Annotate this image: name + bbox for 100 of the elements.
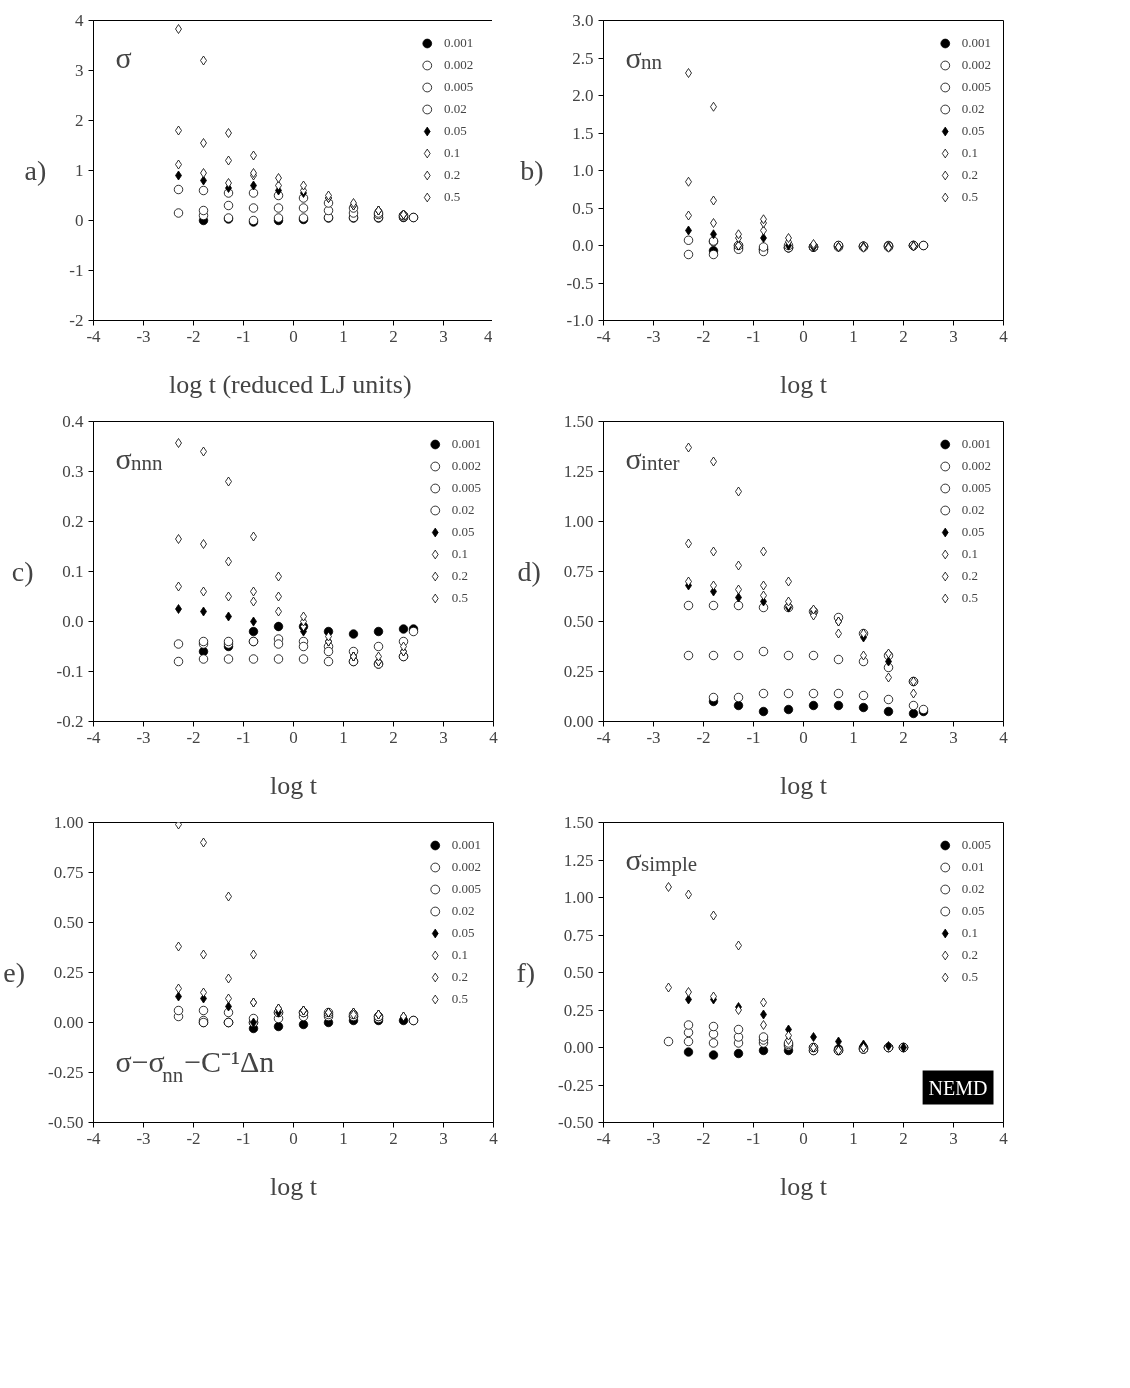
x-tick-label: 4 — [484, 326, 493, 346]
x-axis-title: log t — [780, 770, 828, 800]
legend-label: 0.005 — [961, 78, 991, 96]
x-tick-label: -1 — [236, 1128, 251, 1148]
x-tick-label: 4 — [999, 1128, 1009, 1148]
y-tick-label: -1.0 — [566, 311, 594, 330]
x-tick-label: -3 — [136, 727, 151, 747]
legend-label: 0.2 — [444, 166, 462, 184]
x-tick-label: 2 — [899, 326, 908, 346]
legend-label: 0.005 — [444, 78, 474, 96]
legend-label: 0.1 — [961, 545, 979, 563]
x-tick-label: -2 — [186, 727, 201, 747]
x-tick-label: 0 — [799, 1128, 808, 1148]
y-tick-label: 0 — [75, 211, 84, 230]
y-tick-label: 4 — [75, 11, 84, 30]
x-tick-label: 4 — [999, 326, 1009, 346]
text: b) — [520, 155, 544, 186]
x-tick-label: -2 — [696, 326, 711, 346]
y-tick-label: 1.50 — [563, 412, 594, 431]
y-tick-label: -0.50 — [558, 1113, 594, 1132]
y-tick-label: 0.75 — [563, 925, 594, 945]
legend-label: 0.005 — [451, 880, 481, 898]
legend-label: 0.5 — [961, 968, 979, 986]
x-tick-label: 1 — [849, 727, 858, 747]
text: σnn — [625, 40, 663, 74]
text: a) — [24, 155, 47, 186]
legend-label: 0.005 — [451, 479, 481, 497]
legend-label: 0.05 — [451, 523, 475, 541]
y-tick-label: 0.50 — [53, 913, 84, 932]
x-tick-label: -1 — [236, 727, 251, 747]
x-tick-label: 2 — [389, 326, 398, 346]
y-tick-label: 0.50 — [563, 963, 594, 982]
x-tick-label: -2 — [696, 727, 711, 747]
x-tick-label: 4 — [999, 727, 1009, 747]
legend-label: 0.5 — [961, 188, 979, 206]
x-tick-label: 1 — [849, 1128, 858, 1148]
y-tick-label: 0.00 — [563, 712, 594, 731]
x-tick-label: 2 — [899, 727, 908, 747]
x-tick-label: 2 — [899, 1128, 908, 1148]
legend-label: 0.005 — [961, 479, 991, 497]
y-tick-label: 0.0 — [572, 236, 594, 255]
y-tick-label: -2 — [69, 311, 84, 330]
legend-label: 0.01 — [961, 858, 985, 876]
y-tick-label: 0.25 — [563, 1000, 594, 1020]
x-tick-label: -3 — [136, 326, 151, 346]
legend-label: 0.001 — [961, 34, 991, 52]
legend-label: 0.002 — [961, 457, 991, 475]
legend-label: 0.02 — [961, 501, 985, 519]
y-tick-label: 0.1 — [62, 562, 84, 581]
y-tick-label: 1.00 — [563, 888, 594, 907]
legend-label: 0.2 — [961, 567, 979, 585]
legend-label: 0.1 — [451, 946, 469, 964]
legend-label: 0.2 — [961, 166, 979, 184]
legend-label: 0.002 — [451, 457, 481, 475]
x-tick-label: 1 — [849, 326, 858, 346]
x-axis-title: log t (reduced LJ units) — [168, 369, 412, 399]
x-tick-label: -1 — [746, 326, 761, 346]
x-tick-label: 3 — [949, 727, 958, 747]
y-tick-label: -0.50 — [48, 1113, 84, 1132]
x-tick-label: 0 — [799, 727, 808, 747]
x-tick-label: 3 — [439, 1128, 448, 1148]
y-tick-label: 2.5 — [572, 48, 594, 68]
x-tick-label: 4 — [489, 727, 499, 747]
x-tick-label: 0 — [799, 326, 808, 346]
legend-label: 0.02 — [451, 501, 475, 519]
y-tick-label: 0.00 — [563, 1038, 594, 1057]
x-tick-label: -1 — [746, 1128, 761, 1148]
x-axis-title: log t — [270, 1171, 318, 1201]
legend-label: 0.1 — [451, 545, 469, 563]
x-axis-title: log t — [780, 369, 828, 399]
y-tick-label: 0.4 — [62, 412, 84, 431]
y-tick-label: 0.75 — [563, 562, 594, 581]
y-tick-label: 1.00 — [563, 512, 594, 531]
x-tick-label: -2 — [186, 326, 201, 346]
x-tick-label: -4 — [596, 727, 612, 747]
legend-label: 0.05 — [961, 902, 985, 920]
legend-label: 0.5 — [961, 589, 979, 607]
x-tick-label: 2 — [389, 1128, 398, 1148]
legend-label: 0.002 — [444, 56, 474, 74]
legend-label: 0.001 — [961, 435, 991, 453]
y-tick-label: 0.25 — [563, 662, 594, 681]
legend-label: 0.05 — [451, 924, 475, 942]
x-tick-label: -3 — [646, 326, 661, 346]
y-tick-label: -0.25 — [48, 1063, 84, 1082]
x-tick-label: -4 — [596, 1128, 612, 1148]
x-tick-label: 1 — [339, 1128, 348, 1148]
legend-label: 0.005 — [961, 836, 991, 854]
y-tick-label: -1 — [69, 261, 84, 280]
y-tick-label: 3 — [75, 61, 84, 80]
x-tick-label: -1 — [236, 326, 251, 346]
y-tick-label: -0.2 — [56, 712, 84, 731]
legend-label: 0.002 — [451, 858, 481, 876]
legend-label: 0.02 — [451, 902, 475, 920]
text: σ — [115, 40, 132, 74]
legend-label: 0.5 — [444, 188, 462, 206]
x-tick-label: 4 — [489, 1128, 499, 1148]
x-tick-label: 3 — [949, 326, 958, 346]
y-tick-label: 1 — [75, 161, 84, 180]
legend-label: 0.02 — [961, 880, 985, 898]
legend-label: 0.001 — [451, 435, 481, 453]
